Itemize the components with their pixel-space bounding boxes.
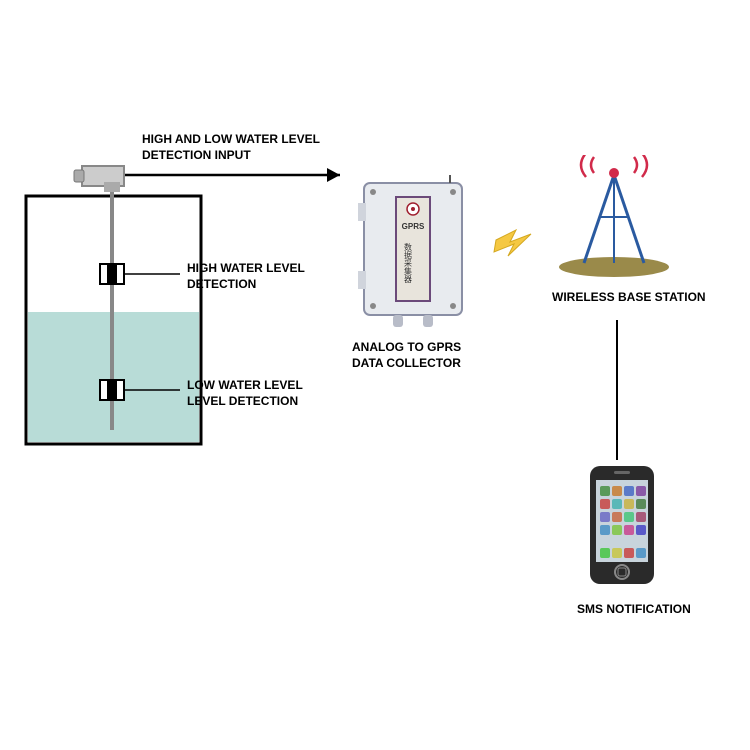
arrow-tank-to-collector [125,160,355,190]
svg-text:数据采集器: 数据采集器 [404,242,413,284]
wireless-signal-icon [486,220,546,270]
water-tank [20,160,220,460]
svg-text:GPRS: GPRS [402,222,425,231]
base-station-label: WIRELESS BASE STATION [552,290,706,306]
high-level-label: HIGH WATER LEVEL DETECTION [187,261,305,292]
sms-label: SMS NOTIFICATION [577,602,691,618]
gprs-collector-device: GPRS 数据采集器 [358,175,473,335]
input-label: HIGH AND LOW WATER LEVEL DETECTION INPUT [142,132,320,163]
low-level-label: LOW WATER LEVEL LEVEL DETECTION [187,378,303,409]
base-station-antenna [552,155,682,285]
line-station-to-phone [612,320,622,460]
smartphone-icon [582,462,662,592]
collector-label: ANALOG TO GPRS DATA COLLECTOR [352,340,461,371]
